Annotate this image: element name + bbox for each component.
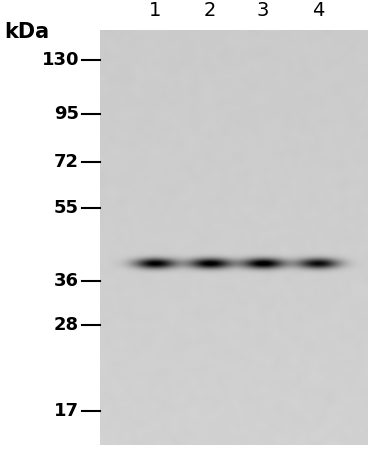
Text: 3: 3 bbox=[257, 1, 269, 20]
Text: 55: 55 bbox=[54, 199, 79, 217]
Text: 2: 2 bbox=[204, 1, 216, 20]
Text: kDa: kDa bbox=[4, 22, 49, 42]
Text: 28: 28 bbox=[54, 316, 79, 334]
Text: 17: 17 bbox=[54, 402, 79, 420]
Text: 95: 95 bbox=[54, 105, 79, 123]
Text: 72: 72 bbox=[54, 153, 79, 171]
Text: 1: 1 bbox=[149, 1, 161, 20]
Text: 36: 36 bbox=[54, 272, 79, 290]
Text: 130: 130 bbox=[42, 51, 79, 69]
Text: 4: 4 bbox=[312, 1, 324, 20]
